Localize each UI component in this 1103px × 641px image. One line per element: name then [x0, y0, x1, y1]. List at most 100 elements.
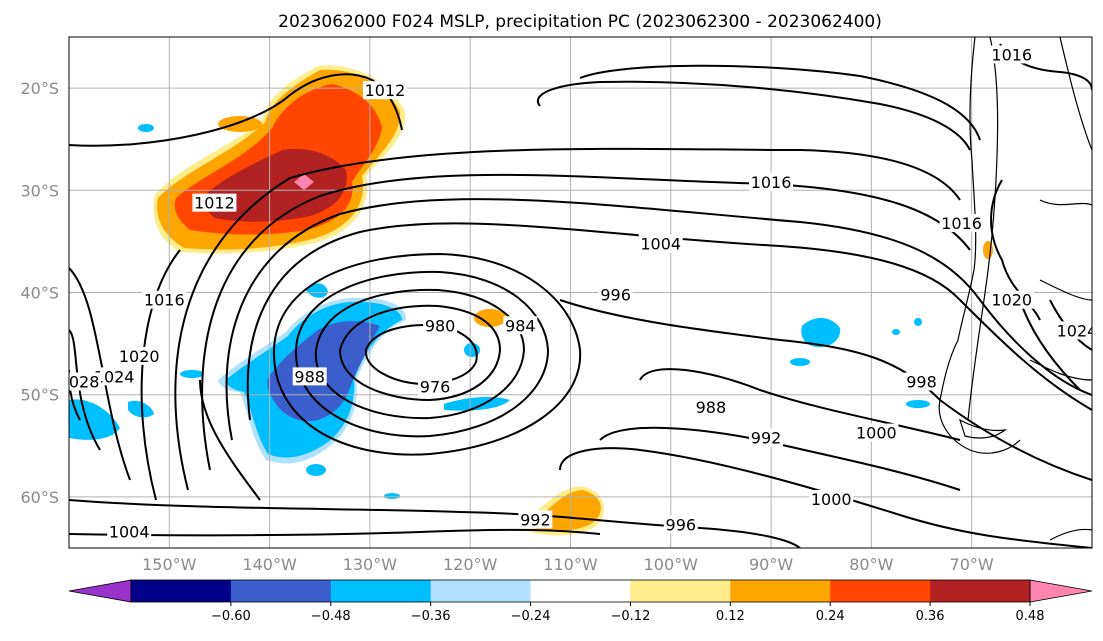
isobar-label-background [749, 173, 794, 192]
precip-area-negative-0.24 [444, 397, 510, 411]
isobar-label-background [854, 423, 899, 442]
isobar-label-background [989, 45, 1034, 64]
isobar-label-text: 1016 [144, 291, 185, 310]
colorbar-tick-label: 0.36 [916, 609, 945, 624]
colorbar-segment [330, 580, 432, 602]
isobar-labels: 1012101210161020102410281004101610049969… [69, 45, 1098, 542]
isobar-label-background [749, 428, 784, 447]
isobar-label-text: 988 [294, 367, 325, 386]
isobar-label: 1016 [142, 290, 187, 310]
precip-area-negative-0.24 [801, 317, 841, 348]
isobar-label: 976 [418, 377, 453, 397]
precip-area-negative-0.24 [384, 493, 400, 499]
isobar [579, 64, 981, 141]
isobar-label-text: 988 [696, 398, 727, 417]
isobar-label-background [418, 377, 453, 396]
longitude-tick-label: 140°W [242, 555, 297, 574]
precip-area-negative-0.24 [906, 400, 930, 408]
isobar-label: 1000 [809, 490, 854, 509]
continent-coastline [1039, 279, 1092, 301]
longitude-tick-label: 90°W [749, 555, 793, 574]
isobar-label-text: 1012 [194, 194, 235, 213]
isobar-label: 1000 [854, 423, 899, 443]
precip-area-negative-0.24 [790, 358, 810, 366]
isobar-label-text: 992 [520, 510, 551, 529]
precip-area-negative-0.24 [306, 283, 328, 298]
isobar-label-text: 1024 [1057, 321, 1098, 340]
isobar-label-background [92, 367, 137, 386]
isobar-label: 1020 [989, 290, 1034, 310]
isobar-label-text: 980 [425, 316, 456, 335]
isobar [69, 267, 131, 481]
continent-coastline [1029, 359, 1092, 381]
isobar-label-background [69, 372, 102, 391]
isobar [272, 252, 582, 456]
isobar-label-background [503, 316, 538, 335]
isobar-label-text: 992 [751, 429, 782, 448]
isobar-label-text: 1016 [941, 214, 982, 233]
isobar [537, 80, 971, 151]
precip-area-positive-0.48 [203, 148, 347, 222]
continent-coastline [1059, 37, 1092, 151]
colorbar-frame [130, 579, 1031, 603]
coastlines [938, 37, 1092, 541]
andes-border [967, 37, 999, 421]
colorbar-segment [930, 580, 1031, 602]
precip-area-negative-0.24 [138, 124, 154, 132]
isobar [338, 304, 502, 402]
latitude-tick-label: 60°S [20, 488, 59, 507]
colorbar-extend-low [68, 579, 132, 603]
colorbar-segment [830, 580, 931, 602]
isobar-label-text: 984 [505, 316, 536, 335]
isobar-label-text: 1016 [751, 173, 792, 192]
south-america-coastline [938, 37, 1021, 454]
colorbar-segment [730, 580, 831, 602]
isobar-label: 992 [749, 428, 784, 448]
isobar-label-background [989, 290, 1034, 309]
longitude-tick-label: 70°W [950, 555, 994, 574]
isobar-label-background [142, 290, 187, 309]
isobar [314, 288, 526, 420]
isobar-label-background [292, 367, 327, 386]
precip-area-positive-0.24 [218, 116, 262, 132]
tierra-del-fuego-coastline [958, 418, 1008, 439]
colorbar-tick-label: 0.48 [1016, 609, 1045, 624]
isobar-label-background [693, 398, 728, 417]
latitude-tick-label: 50°S [20, 386, 59, 405]
isobar-label-text: 1020 [119, 347, 160, 366]
isobar-label-background [117, 346, 162, 365]
isobar-label-text: 1020 [991, 291, 1032, 310]
isobar-label: 1016 [749, 173, 794, 192]
graticule [69, 37, 1092, 548]
isobar-label-text: 1016 [991, 45, 1032, 64]
longitude-tick-label: 150°W [142, 555, 197, 574]
isobar-label: 1016 [989, 45, 1034, 64]
isobar-label-text: 996 [600, 286, 631, 305]
figure-title: 2023062000 F024 MSLP, precipitation PC (… [278, 12, 882, 32]
isobar-label-background [809, 490, 854, 509]
colorbar-segment [630, 580, 731, 602]
isobar-label-text: 1024 [94, 367, 135, 386]
latitude-tick-label: 20°S [20, 79, 59, 98]
isobar-label: 1004 [107, 522, 152, 542]
isobar-label-background [423, 316, 458, 335]
isobar-label: 1020 [117, 346, 162, 366]
isobar-label-background [904, 372, 939, 391]
isobar-label-background [638, 234, 683, 253]
isobar-label: 1024 [1054, 321, 1098, 340]
isobar-label-background [1054, 321, 1092, 340]
isobar [559, 299, 1092, 481]
precip-area-negative-0.24 [69, 399, 120, 440]
latitude-tick-label: 30°S [20, 181, 59, 200]
isobar-label-text: 996 [666, 516, 697, 535]
isobar-label: 1028 [69, 372, 102, 391]
precip-area-negative-0.24 [914, 318, 922, 326]
longitude-tick-label: 80°W [849, 555, 893, 574]
isobar-label-background [107, 522, 152, 541]
isobar-label: 1016 [939, 214, 984, 233]
isobar-label-text: 998 [906, 372, 937, 391]
isobar-label: 1012 [362, 81, 407, 100]
isobar-label-text: 1004 [109, 523, 150, 542]
colorbar-tick-label: −0.36 [411, 609, 451, 624]
